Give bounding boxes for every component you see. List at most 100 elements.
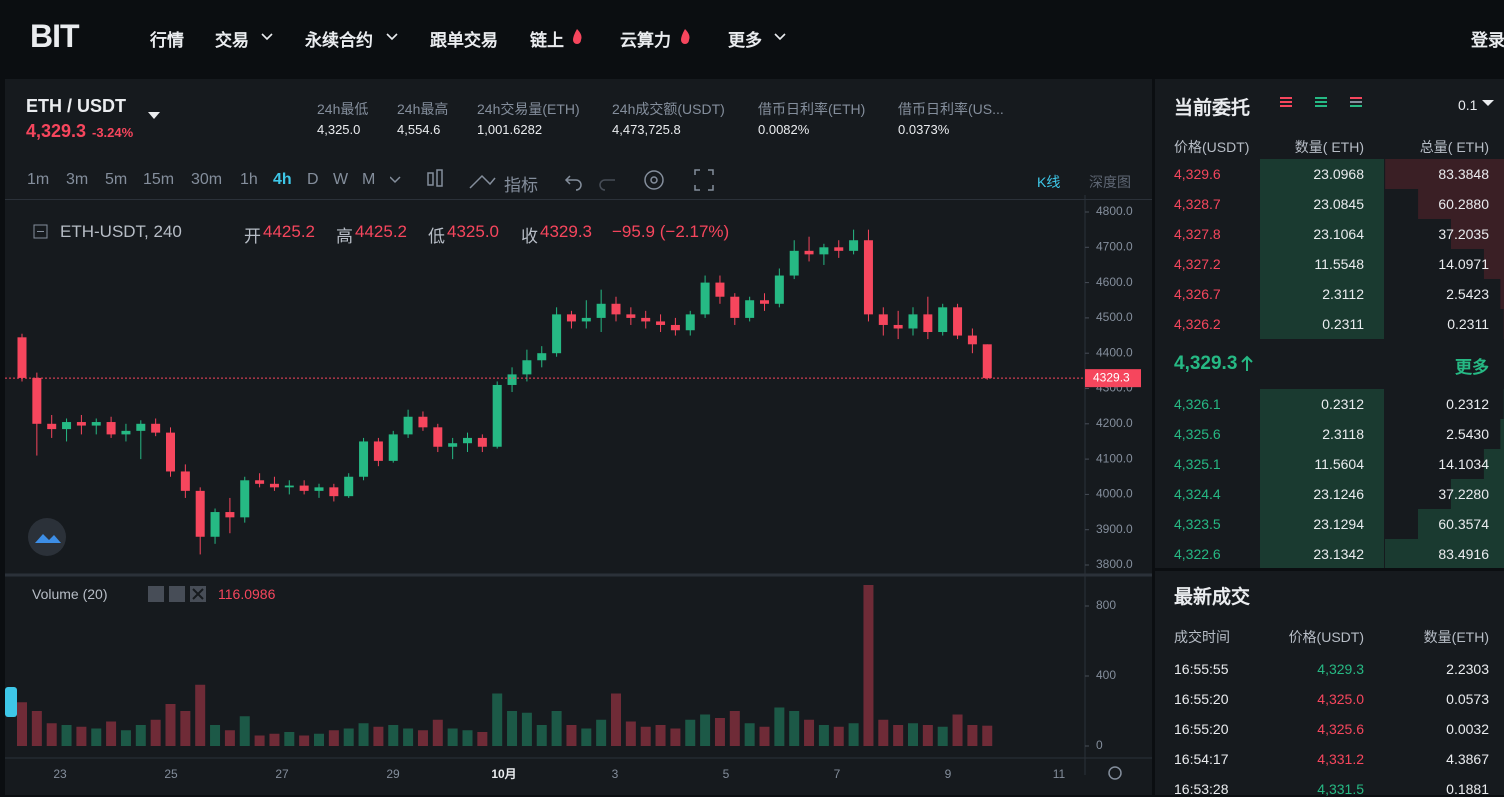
view-tab[interactable]: 深度图 (1089, 172, 1131, 192)
order-price[interactable]: 4,322.6 (1174, 546, 1221, 562)
candle-body (612, 304, 621, 315)
trade-qty: 0.0573 (1446, 691, 1489, 707)
interval-tab[interactable]: 1m (27, 171, 49, 189)
interval-tab[interactable]: 4h (273, 171, 292, 189)
candle-body (508, 374, 517, 385)
interval-tab[interactable]: 15m (143, 171, 174, 189)
candle-body (522, 360, 531, 374)
pair-caret (146, 110, 162, 120)
flame-icon (681, 29, 690, 44)
price-change: -3.24% (92, 125, 133, 140)
candle-body (983, 344, 992, 378)
x-tick-label: 10月 (491, 767, 516, 781)
chevron (390, 177, 400, 182)
candle-body (196, 491, 205, 537)
candle-body (181, 471, 190, 490)
trade-time: 16:55:20 (1174, 721, 1229, 737)
volume-bar (700, 715, 710, 747)
orderbook-title: 当前委托 (1174, 93, 1250, 120)
candle-icon[interactable] (428, 173, 433, 185)
interval-tab[interactable]: M (362, 171, 375, 189)
order-price[interactable]: 4,324.4 (1174, 486, 1221, 502)
order-total: 0.2311 (1447, 316, 1489, 332)
volume-bar (91, 729, 101, 747)
redo-icon[interactable] (600, 180, 615, 190)
interval-tab[interactable]: 3m (66, 171, 88, 189)
interval-tab[interactable]: 5m (105, 171, 127, 189)
y-tick-label: 3900.0 (1096, 522, 1133, 536)
volume-bar (314, 734, 324, 746)
order-qty: 2.3118 (1322, 426, 1364, 442)
order-price[interactable]: 4,326.1 (1174, 396, 1221, 412)
settings-icon[interactable] (645, 171, 663, 189)
volume-bar (492, 694, 502, 747)
fullscreen-icon[interactable] (695, 170, 713, 190)
order-price[interactable]: 4,329.6 (1174, 166, 1221, 182)
candle-body (47, 424, 56, 429)
orderbook-header: 总量( ETH) (1420, 137, 1489, 157)
stat-label: 24h最高 (397, 99, 448, 119)
trade-price: 4,325.0 (1317, 691, 1364, 707)
indicator-icon[interactable] (470, 176, 495, 188)
order-price[interactable]: 4,325.6 (1174, 426, 1221, 442)
candle-body (656, 321, 665, 325)
candle-body (879, 314, 888, 325)
order-price[interactable]: 4,327.8 (1174, 226, 1221, 242)
order-price[interactable]: 4,326.2 (1174, 316, 1221, 332)
pair[interactable]: ETH / USDT (26, 96, 126, 117)
stat-value: 4,325.0 (317, 122, 360, 137)
candle-body (77, 422, 86, 426)
candle-body (374, 441, 383, 460)
candle-body (225, 512, 234, 517)
volume-bar (685, 720, 695, 746)
stat-label: 24h最低 (317, 99, 368, 119)
trade-time: 16:55:20 (1174, 691, 1229, 707)
volume-bar (269, 734, 279, 746)
order-price[interactable]: 4,327.2 (1174, 256, 1221, 272)
last-price: 4,329.3 (26, 121, 86, 142)
volume-bar (641, 727, 651, 746)
order-price[interactable]: 4,326.7 (1174, 286, 1221, 302)
x-tick-label: 27 (275, 767, 289, 781)
volume-bar (448, 729, 458, 747)
stat-label: 借币日利率(US... (898, 99, 1004, 119)
indicator-button[interactable]: 指标 (504, 171, 538, 196)
candle-body (285, 486, 294, 488)
order-total: 2.5430 (1446, 426, 1489, 442)
candle-body (745, 300, 754, 318)
order-price[interactable]: 4,325.1 (1174, 456, 1221, 472)
candle-body (404, 417, 413, 435)
volume-bar (522, 713, 532, 746)
candle-body (136, 424, 145, 431)
interval-tab[interactable]: W (333, 171, 348, 189)
candle-body (923, 314, 932, 332)
order-price[interactable]: 4,323.5 (1174, 516, 1221, 532)
volume-bar (670, 729, 680, 747)
order-qty: 11.5604 (1314, 456, 1364, 472)
interval-tab[interactable]: D (307, 171, 319, 189)
stat-label: 借币日利率(ETH) (758, 99, 865, 119)
order-price[interactable]: 4,328.7 (1174, 196, 1221, 212)
volume-bar (878, 720, 888, 746)
layout-icon (1315, 101, 1327, 103)
y-tick-label: 4100.0 (1096, 451, 1133, 465)
candle-body (582, 318, 591, 322)
volume-tick-label: 400 (1096, 668, 1116, 682)
interval-tab[interactable]: 30m (191, 171, 222, 189)
interval-tab[interactable]: 1h (240, 171, 258, 189)
settings-icon[interactable] (1109, 767, 1121, 779)
layout-icon (1350, 101, 1362, 103)
candle-body (300, 486, 309, 491)
candle-body (671, 325, 680, 330)
more-link[interactable]: 更多 (1455, 353, 1489, 378)
candle-body (463, 438, 472, 443)
volume-bar (537, 725, 547, 746)
layout-icon (1350, 105, 1362, 107)
volume-bar (329, 730, 339, 746)
candle-body (211, 512, 220, 537)
volume-bar (418, 730, 428, 746)
candle-body (686, 314, 695, 330)
view-tab[interactable]: K线 (1037, 172, 1060, 192)
candle-body (730, 297, 739, 318)
step-select[interactable]: 0.1 (1458, 97, 1477, 113)
